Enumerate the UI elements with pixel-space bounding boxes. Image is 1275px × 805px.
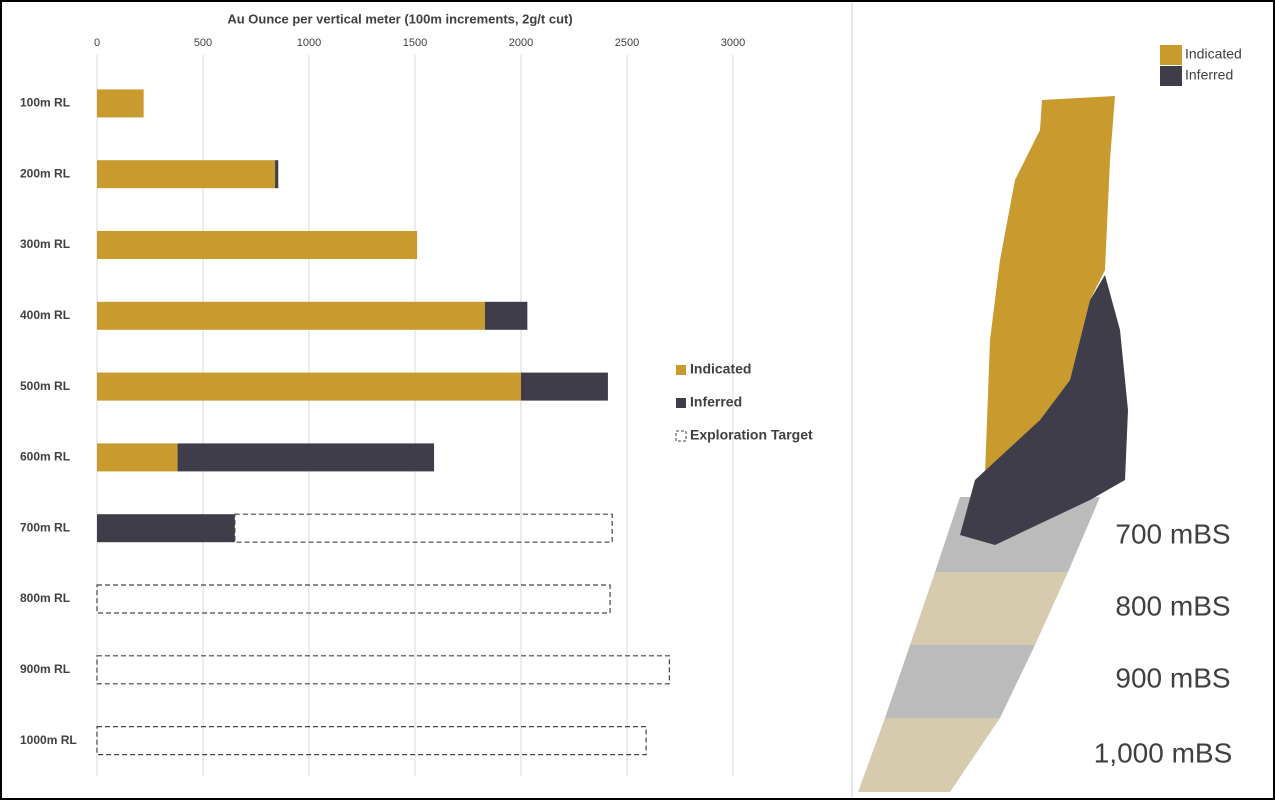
bar-segment bbox=[484, 301, 528, 330]
x-tick-label: 500 bbox=[194, 37, 212, 49]
bar-segment bbox=[97, 160, 276, 189]
bar-segment bbox=[96, 584, 611, 614]
bar-segment bbox=[97, 514, 235, 543]
depth-label: 700 mBS bbox=[1115, 518, 1230, 549]
legend-label: Inferred bbox=[1185, 67, 1233, 83]
y-tick-label: 500m RL bbox=[20, 379, 70, 393]
x-tick-label: 1500 bbox=[403, 37, 427, 49]
depth-label: 800 mBS bbox=[1115, 590, 1230, 621]
indicated-shape bbox=[985, 96, 1115, 475]
axis-title: Au Ounce per vertical meter (100m increm… bbox=[227, 11, 572, 26]
x-tick-label: 3000 bbox=[721, 37, 745, 49]
plot: 0 500 1000 1500 2000 2500 3000 100m RL 200m RL 30… bbox=[20, 37, 813, 776]
legend-swatch bbox=[675, 430, 687, 442]
bar-segment bbox=[97, 443, 178, 472]
bar-segment bbox=[97, 301, 485, 330]
x-tick-label: 1000 bbox=[297, 37, 321, 49]
x-tick-label: 2000 bbox=[509, 37, 533, 49]
bar-segment bbox=[97, 89, 144, 118]
y-tick-label: 600m RL bbox=[20, 450, 70, 464]
band bbox=[885, 645, 1035, 718]
y-tick-label: 1000m RL bbox=[20, 733, 77, 747]
depth-label: 900 mBS bbox=[1115, 662, 1230, 693]
y-tick-label: 700m RL bbox=[20, 520, 70, 534]
bar-segment bbox=[97, 372, 521, 401]
y-tick-label: 100m RL bbox=[20, 96, 70, 110]
bar-segment bbox=[96, 655, 671, 685]
x-tick-label: 0 bbox=[94, 37, 100, 49]
bar-segment bbox=[275, 160, 279, 189]
legend-swatch bbox=[1160, 45, 1182, 65]
band bbox=[858, 718, 1000, 792]
legend-swatch bbox=[676, 398, 686, 408]
depth-label: 1,000 mBS bbox=[1094, 737, 1233, 768]
legend-label: Indicated bbox=[690, 361, 751, 377]
y-tick-label: 800m RL bbox=[20, 591, 70, 605]
y-tick-label: 300m RL bbox=[20, 237, 70, 251]
inferred-shape bbox=[960, 275, 1128, 545]
legend-label: Exploration Target bbox=[690, 427, 813, 443]
bar-segment bbox=[97, 231, 418, 259]
x-tick-label: 2500 bbox=[615, 37, 639, 49]
band bbox=[910, 572, 1068, 645]
legend-label: Indicated bbox=[1185, 46, 1242, 62]
legend-label: Inferred bbox=[690, 394, 742, 410]
legend-swatch bbox=[676, 365, 686, 375]
y-tick-label: 900m RL bbox=[20, 662, 70, 676]
y-tick-label: 200m RL bbox=[20, 166, 70, 180]
legend-swatch bbox=[1160, 66, 1182, 86]
bar-segment bbox=[234, 513, 613, 543]
bar-segment bbox=[177, 443, 435, 472]
ore-body-diagram: 700 mBS 800 mBS 900 mBS 1,000 mBS Indica… bbox=[858, 45, 1242, 792]
bar-segment bbox=[96, 725, 647, 756]
bar-segment bbox=[521, 372, 608, 401]
y-tick-label: 400m RL bbox=[20, 308, 70, 322]
